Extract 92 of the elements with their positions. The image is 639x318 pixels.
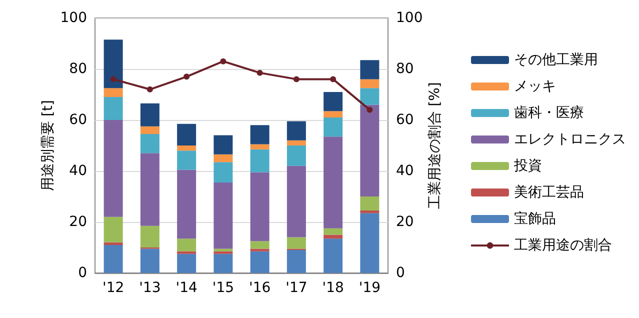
legend-label: 投資 (513, 158, 542, 174)
y-tick-label: 0 (78, 265, 87, 281)
bar (214, 248, 233, 252)
point (330, 76, 336, 82)
y-tick-label: 20 (69, 214, 87, 230)
bar (360, 210, 380, 214)
x-tick-label: '13 (139, 280, 161, 296)
x-tick-label: '16 (248, 280, 271, 296)
bar (104, 242, 123, 245)
y-tick-label: 40 (69, 163, 87, 179)
x-tick-label: '18 (322, 280, 344, 296)
legend-label: 工業用途の割合 (514, 238, 612, 254)
y2-axis-title: 工業用途の割合 [%] (427, 82, 443, 209)
point (293, 76, 300, 82)
legend-label: 歯科・医療 (514, 105, 584, 121)
bar (250, 248, 270, 252)
y-tick-label: 60 (69, 112, 87, 128)
bar (250, 125, 270, 144)
bar (177, 124, 196, 146)
bar (140, 126, 160, 134)
bar (286, 146, 306, 166)
bar (250, 149, 270, 172)
bar (324, 92, 343, 112)
y2-tick-label: 40 (396, 163, 414, 179)
bar (177, 150, 196, 170)
y2-tick-label: 80 (396, 61, 414, 77)
point (110, 76, 116, 82)
bar (286, 166, 306, 238)
point (366, 106, 373, 113)
bar (360, 88, 380, 105)
bar (104, 120, 123, 217)
legend-label: メッキ (514, 78, 556, 94)
x-tick-label: '14 (176, 280, 198, 296)
bar (214, 251, 233, 254)
x-tick-label: '19 (358, 280, 381, 296)
y2-tick-label: 20 (396, 214, 414, 230)
bar (177, 254, 196, 273)
point (184, 74, 190, 80)
bar (360, 104, 380, 196)
bar (324, 228, 343, 235)
legend-label: 宝飾品 (514, 211, 556, 227)
y2-tick-label: 60 (396, 112, 414, 128)
bar (177, 238, 196, 252)
bar (214, 135, 233, 154)
bar (140, 103, 160, 126)
x-tick-label: '17 (286, 280, 308, 296)
bar (140, 248, 160, 273)
y2-tick-label: 100 (396, 10, 423, 26)
y-tick-label: 100 (60, 10, 87, 26)
bar (104, 97, 123, 120)
bar (104, 88, 123, 98)
bar (324, 234, 343, 239)
bar (360, 79, 380, 88)
bar (214, 182, 233, 249)
bar (324, 238, 343, 273)
legend-label: 美術工芸品 (514, 184, 584, 200)
bar (286, 250, 306, 273)
y-axis-title: 用途別需要 [t] (40, 100, 56, 191)
bar (214, 254, 233, 273)
bar (214, 154, 233, 162)
bar (140, 226, 160, 248)
bar (324, 117, 343, 137)
bar (140, 134, 160, 154)
bar (104, 216, 123, 242)
bar (140, 153, 160, 226)
bar (250, 144, 270, 150)
bar (286, 237, 306, 249)
bar (177, 251, 196, 254)
bar (177, 146, 196, 151)
bar (286, 121, 306, 140)
x-tick-label: '12 (102, 280, 124, 296)
bar (104, 40, 123, 88)
bar (177, 170, 196, 239)
bar (104, 244, 123, 273)
bar (214, 162, 233, 182)
bar (250, 251, 270, 273)
bar (324, 136, 343, 228)
bar (250, 241, 270, 249)
bar (360, 60, 380, 80)
y2-tick-label: 0 (396, 265, 405, 281)
point (220, 58, 226, 64)
x-tick-label: '15 (212, 280, 234, 296)
legend-label: その他工業用 (514, 52, 598, 68)
bar (250, 172, 270, 242)
bar (324, 111, 343, 118)
y-tick-label: 80 (69, 61, 87, 77)
bar (286, 140, 306, 146)
bar (360, 213, 380, 273)
point (256, 70, 263, 76)
legend-label: エレクトロニクス (514, 132, 626, 148)
point (146, 86, 153, 92)
bar (360, 196, 380, 211)
